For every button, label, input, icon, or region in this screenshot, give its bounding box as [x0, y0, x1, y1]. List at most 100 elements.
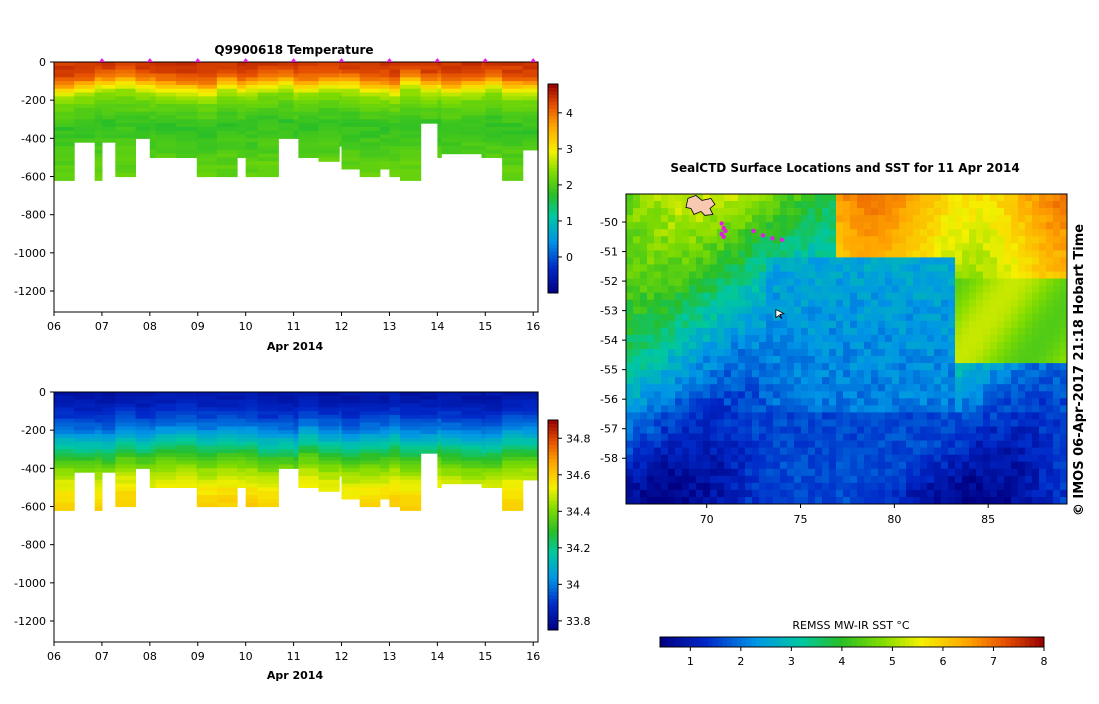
sst-cell	[1060, 271, 1068, 279]
sst-cell	[1004, 468, 1012, 477]
sst-cell	[822, 398, 830, 406]
sst-cell	[1018, 398, 1026, 406]
section-cell	[441, 77, 462, 82]
section-cell	[237, 73, 247, 78]
sst-cell	[780, 278, 788, 286]
sst-cell	[941, 405, 949, 413]
sst-cell	[906, 299, 914, 308]
sst-cell	[843, 412, 851, 420]
section-cell	[237, 399, 247, 404]
section-cell	[318, 134, 340, 139]
sst-cell	[836, 334, 844, 343]
sst-cell	[675, 236, 683, 244]
sst-cell	[703, 257, 711, 265]
sst-cell	[710, 391, 718, 399]
sst-cell	[948, 398, 956, 406]
section-cell	[441, 123, 462, 128]
sst-cell	[626, 306, 634, 315]
section-cell	[318, 399, 340, 404]
sst-cell	[948, 461, 956, 470]
sst-cell	[1053, 426, 1061, 434]
section-cell	[101, 123, 116, 128]
section-cell	[94, 161, 103, 166]
section-cell	[216, 157, 238, 162]
sst-cell	[745, 405, 753, 413]
sst-cell	[801, 215, 809, 223]
sst-cell	[892, 271, 900, 279]
sst-cell	[703, 236, 711, 244]
sst-cell	[899, 320, 907, 329]
sst-cell	[1046, 419, 1054, 427]
section-cell	[197, 146, 218, 151]
section-cell	[318, 434, 340, 439]
sst-cell	[878, 412, 886, 420]
section-cell	[94, 472, 103, 477]
sst-cell	[871, 447, 879, 455]
sst-cell	[899, 271, 907, 279]
sst-cell	[878, 320, 886, 329]
sst-cell	[983, 461, 991, 470]
sst-cell	[675, 468, 683, 477]
sst-cell	[738, 285, 746, 293]
sst-cell	[976, 475, 984, 484]
sst-cell	[1053, 440, 1061, 448]
section-cell	[155, 130, 177, 136]
section-cell	[461, 146, 482, 151]
section-cell	[461, 84, 482, 90]
section-cell	[74, 430, 96, 435]
sst-cell	[640, 250, 648, 258]
sst-cell	[1011, 349, 1019, 357]
sst-cell	[773, 349, 781, 357]
sst-cell	[906, 342, 914, 350]
section-cell	[502, 449, 524, 454]
sst-cell	[857, 412, 865, 420]
sst-cell	[997, 391, 1005, 399]
section-cell	[237, 100, 247, 105]
sst-cell	[626, 447, 634, 455]
sst-cell	[885, 497, 893, 505]
sst-cell	[640, 412, 648, 420]
sst-cell	[703, 278, 711, 286]
section-cell	[359, 426, 381, 431]
section-cell	[54, 130, 75, 136]
sst-cell	[934, 489, 942, 498]
sst-cell	[871, 194, 879, 202]
sst-cell	[1060, 243, 1068, 251]
sst-cell	[1018, 426, 1026, 434]
map-longitude-axis: 70 75 80 85	[700, 504, 995, 526]
sst-cell	[843, 349, 851, 357]
sst-cell	[724, 412, 732, 420]
section-cell	[293, 403, 299, 408]
section-cell	[318, 115, 340, 120]
sst-cell	[766, 222, 774, 230]
sst-cell	[661, 412, 669, 420]
sst-cell	[794, 222, 802, 230]
section-cell	[115, 464, 136, 469]
section-cell	[379, 119, 391, 124]
sst-cell	[668, 292, 676, 300]
section-cell	[74, 100, 96, 105]
section-cell	[441, 464, 462, 469]
sst-cell	[1011, 285, 1019, 293]
sst-cell	[724, 454, 732, 463]
sst-cell	[752, 497, 760, 505]
sst-cell	[759, 384, 767, 392]
section-cell	[197, 495, 218, 500]
section-cell	[339, 107, 343, 113]
sst-cell	[1060, 426, 1068, 434]
sst-cell	[696, 306, 704, 315]
section-cell	[293, 456, 299, 462]
section-cell	[216, 65, 238, 71]
sst-cell	[668, 257, 676, 265]
sst-cell	[633, 454, 641, 463]
sst-cell	[710, 419, 718, 427]
sst-cell	[850, 229, 858, 237]
sst-cell	[843, 419, 851, 427]
sst-cell	[1004, 489, 1012, 498]
section-cell	[197, 491, 218, 496]
section-cell	[101, 422, 116, 427]
sst-cell	[906, 292, 914, 300]
sst-cell	[857, 229, 865, 237]
section-cell	[135, 453, 151, 458]
x-tick-label: 10	[239, 320, 253, 333]
